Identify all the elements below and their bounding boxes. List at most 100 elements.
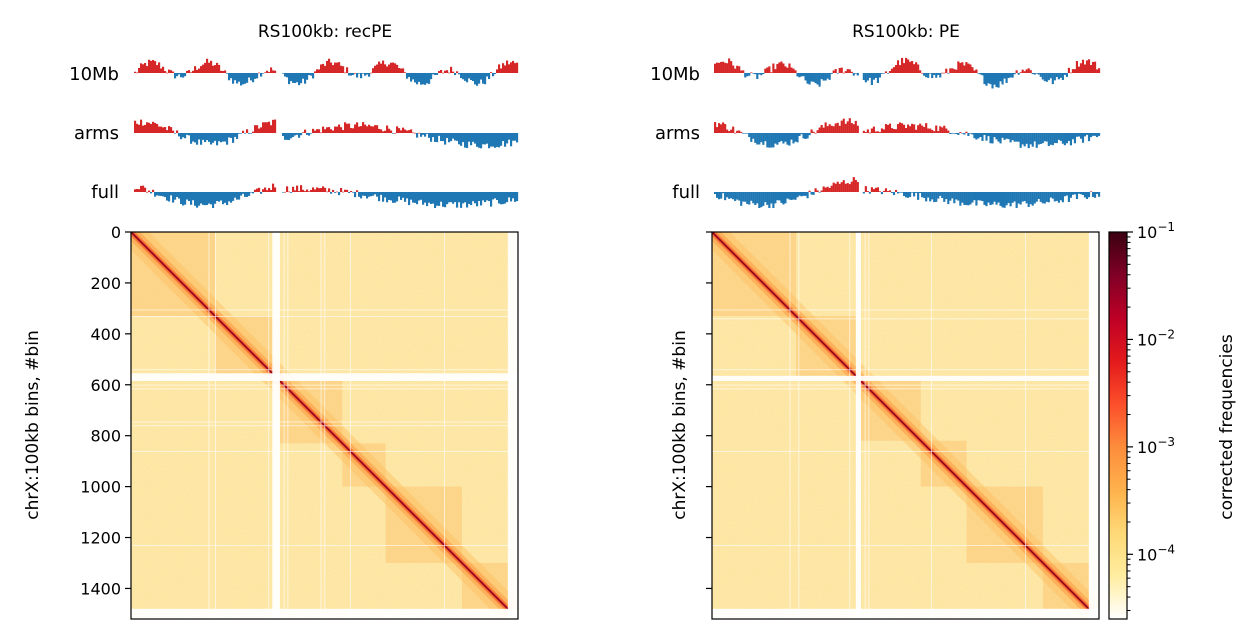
track-bar bbox=[136, 72, 139, 74]
track-bar bbox=[778, 62, 781, 73]
track-bar bbox=[846, 183, 849, 192]
track-bar bbox=[1021, 192, 1024, 202]
track-bar bbox=[316, 69, 319, 73]
track-bar bbox=[184, 192, 187, 205]
track-bar bbox=[714, 192, 717, 194]
track-bar bbox=[442, 133, 445, 142]
track-bar bbox=[993, 192, 996, 202]
track-bar bbox=[232, 192, 235, 201]
track-bar bbox=[941, 72, 944, 74]
track-bar bbox=[334, 192, 337, 193]
track-bar bbox=[770, 133, 773, 148]
track-bar bbox=[882, 129, 886, 133]
track-bar bbox=[456, 71, 459, 73]
track-bar bbox=[886, 73, 890, 74]
track-bar bbox=[322, 126, 325, 133]
track-bar bbox=[272, 119, 275, 133]
track-bar bbox=[380, 192, 383, 195]
track-bar bbox=[856, 125, 859, 133]
track-bar bbox=[768, 133, 771, 148]
track-bar bbox=[254, 125, 257, 133]
track-bar bbox=[288, 191, 291, 193]
track-bar bbox=[1053, 192, 1056, 202]
track-bar bbox=[454, 192, 457, 203]
track-bar bbox=[354, 192, 357, 198]
track-bar bbox=[196, 133, 199, 145]
track-bar bbox=[742, 192, 745, 202]
track-bar bbox=[138, 189, 141, 192]
track-bar bbox=[312, 187, 315, 192]
track-bar bbox=[398, 128, 401, 133]
track-bar bbox=[462, 192, 465, 204]
track-bar bbox=[975, 69, 978, 73]
track-bar bbox=[364, 124, 367, 133]
track-bar bbox=[744, 133, 747, 134]
track-bar bbox=[372, 126, 375, 133]
track-bar bbox=[210, 133, 213, 145]
track-bar bbox=[752, 192, 755, 204]
track-bar bbox=[202, 64, 205, 73]
track-bar bbox=[957, 133, 960, 135]
track-bar bbox=[967, 192, 970, 206]
track-bar bbox=[388, 128, 391, 133]
track-bar bbox=[314, 71, 317, 73]
track-bar bbox=[508, 192, 511, 198]
track-bar bbox=[480, 192, 483, 206]
track-bar bbox=[999, 133, 1002, 144]
masked-row bbox=[712, 615, 1099, 616]
track-bar bbox=[983, 73, 986, 85]
track-bar bbox=[298, 73, 301, 86]
track-bar bbox=[748, 73, 751, 76]
track-bar bbox=[286, 73, 289, 78]
track-bar bbox=[957, 192, 960, 201]
track-bar bbox=[172, 71, 175, 73]
track-bar bbox=[302, 189, 305, 192]
track-bar bbox=[368, 192, 371, 197]
track-bar bbox=[778, 192, 781, 201]
track-bar bbox=[828, 124, 831, 133]
track-bar bbox=[294, 73, 297, 84]
track-bar bbox=[452, 71, 455, 73]
track-bar bbox=[971, 67, 974, 73]
track-bar bbox=[478, 73, 481, 84]
track-bar bbox=[1081, 192, 1085, 195]
track-bar bbox=[1089, 65, 1093, 73]
track-bar bbox=[724, 192, 727, 201]
track-bar bbox=[476, 192, 479, 207]
track-bar bbox=[322, 186, 325, 192]
track-bar bbox=[186, 133, 189, 135]
track-bar bbox=[308, 191, 311, 192]
track-bar bbox=[774, 69, 777, 73]
track-bar bbox=[989, 133, 992, 144]
track-bar bbox=[180, 133, 183, 140]
track-bar bbox=[386, 192, 389, 203]
track-bar bbox=[890, 128, 894, 133]
track-bar bbox=[947, 73, 950, 74]
track-bar bbox=[1019, 133, 1022, 148]
track-bar bbox=[328, 188, 331, 192]
track-bar bbox=[490, 72, 493, 73]
track-bar bbox=[162, 127, 165, 133]
track-bar bbox=[348, 192, 351, 193]
track-bar bbox=[430, 73, 433, 80]
track-bar bbox=[1073, 133, 1077, 144]
track-bar bbox=[408, 73, 411, 78]
track-bar bbox=[496, 133, 499, 147]
track-bar bbox=[284, 73, 287, 77]
track-bar bbox=[1095, 192, 1099, 194]
track-bar bbox=[246, 192, 249, 197]
track-bar bbox=[1049, 133, 1052, 145]
track-bar bbox=[260, 73, 263, 77]
track-bar bbox=[140, 63, 143, 73]
track-bar bbox=[1031, 73, 1034, 75]
track-bar bbox=[234, 192, 237, 198]
track-bar bbox=[886, 191, 890, 192]
track-bar bbox=[766, 192, 769, 205]
track-bar bbox=[310, 133, 313, 134]
track-bar bbox=[736, 130, 739, 133]
track-bar bbox=[476, 133, 479, 147]
track-bar bbox=[476, 73, 479, 86]
track-bar bbox=[388, 192, 391, 200]
track-bar bbox=[836, 181, 839, 192]
track-bar bbox=[386, 125, 389, 133]
